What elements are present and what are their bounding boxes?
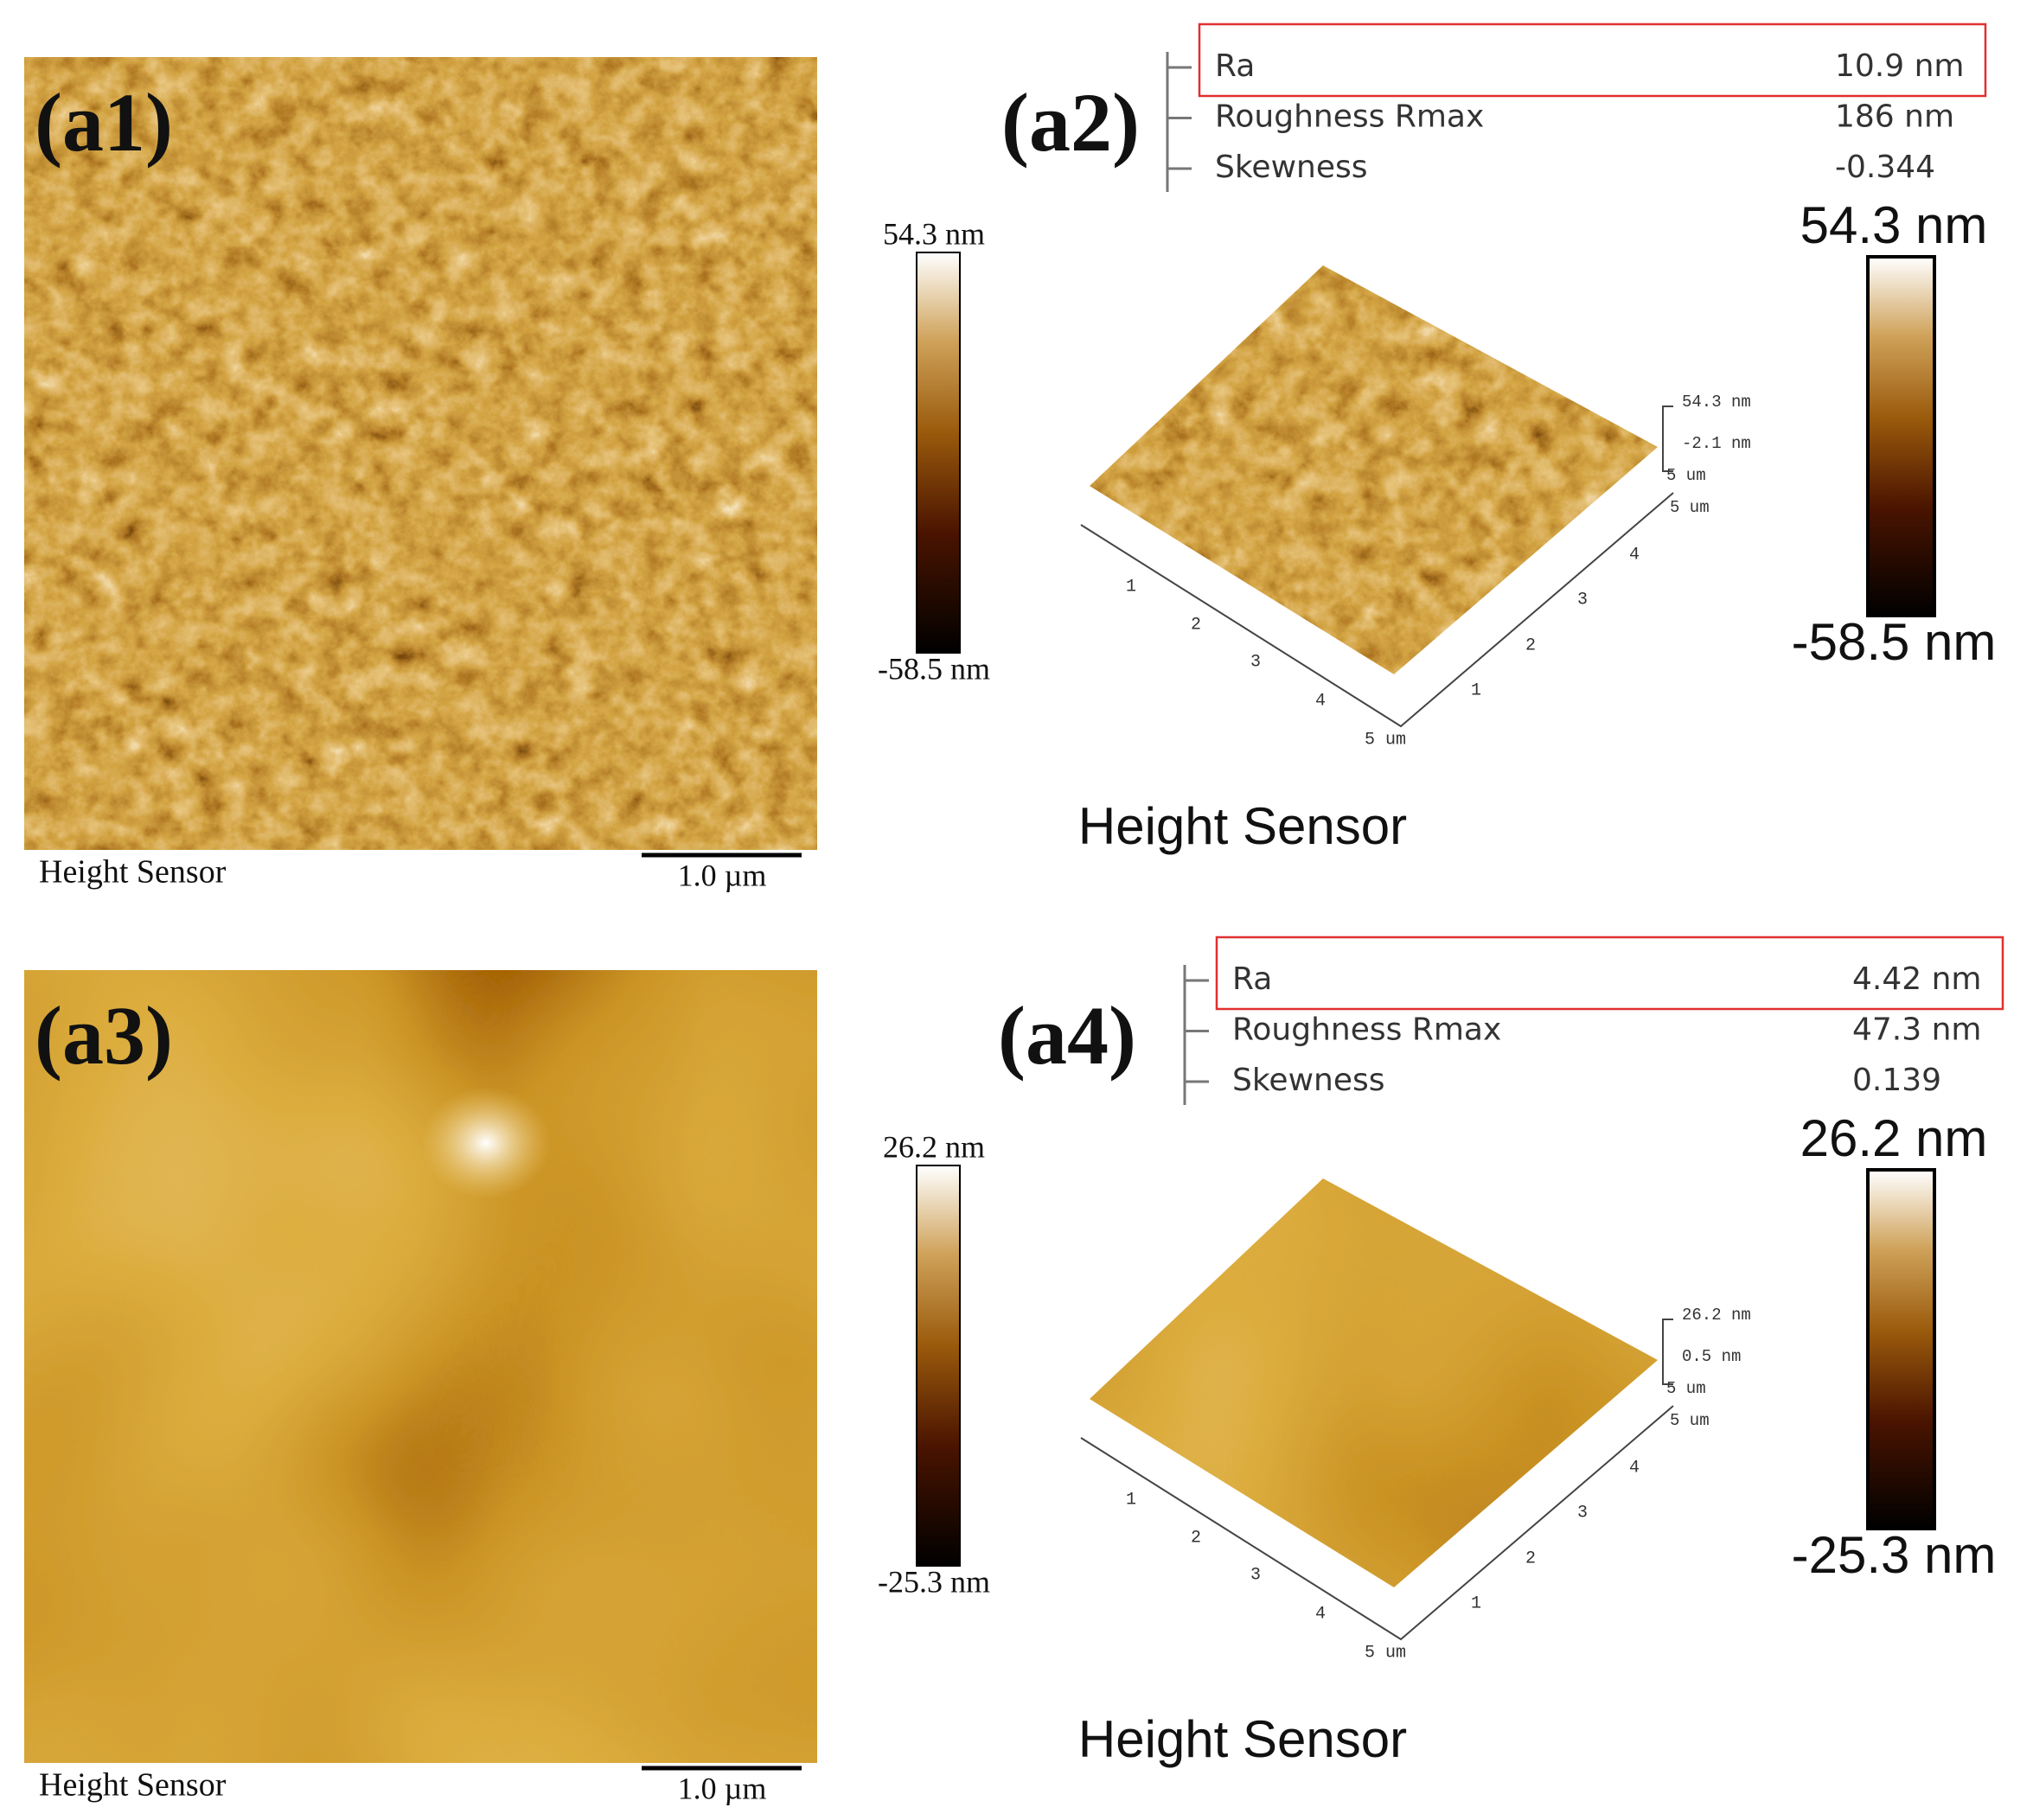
colorbar-min: -25.3 nm (878, 1564, 990, 1599)
stat-value: 4.42 nm (1852, 961, 1981, 997)
colorbar-max: 54.3 nm (1800, 196, 1988, 254)
scale-bar-label: 1.0 µm (678, 1771, 767, 1805)
bright-spot (421, 1087, 551, 1199)
stat-value: 47.3 nm (1852, 1012, 1981, 1048)
x-axis-label: 5 um (1365, 730, 1406, 750)
stat-name: Ra (1215, 48, 1255, 84)
panel-label: (a1) (35, 76, 173, 169)
stat-name: Skewness (1215, 150, 1367, 185)
z-axis-label: 26.2 nm (1682, 1306, 1751, 1325)
y-axis-label: 2 (1525, 1549, 1536, 1568)
stat-value: 186 nm (1835, 99, 1954, 135)
y-axis-label: 3 (1577, 590, 1588, 610)
y-axis-label: 2 (1525, 635, 1536, 655)
x-axis-label: 1 (1126, 1490, 1136, 1510)
stat-name: Skewness (1232, 1063, 1384, 1098)
x-axis-label: 2 (1191, 1528, 1201, 1548)
panel-label: (a4) (998, 989, 1136, 1082)
colorbar-min: -58.5 nm (1792, 613, 1997, 671)
x-axis-label: 3 (1250, 1565, 1261, 1585)
panel-label: (a2) (1001, 76, 1140, 169)
z-axis-label: 5 um (1670, 498, 1710, 517)
y-axis-label: 3 (1577, 1503, 1588, 1523)
colorbar-min: -58.5 nm (878, 651, 990, 686)
x-axis-label: 4 (1315, 1604, 1326, 1624)
afm-image (24, 970, 817, 1763)
highlight-box (1215, 936, 2004, 1011)
stat-value: -0.344 (1835, 150, 1935, 185)
afm-image (24, 57, 817, 850)
z-axis-label: 5 um (1666, 1379, 1706, 1398)
z-axis (1662, 1319, 1673, 1385)
colorbar-max: 26.2 nm (883, 1129, 985, 1164)
surface-3d (1090, 265, 1658, 674)
stat-name: Ra (1232, 961, 1272, 997)
colorbar (916, 252, 961, 654)
panel-label: (a3) (35, 989, 173, 1082)
colorbar-min: -25.3 nm (1792, 1526, 1997, 1584)
x-axis-label: 4 (1315, 691, 1326, 711)
caption: Height Sensor (39, 854, 227, 891)
z-axis-label: 54.3 nm (1682, 393, 1751, 412)
colorbar-max: 54.3 nm (883, 216, 985, 251)
colorbar-max: 26.2 nm (1800, 1109, 1988, 1167)
axis-3d (1080, 492, 1674, 728)
colorbar (1866, 255, 1936, 617)
y-axis-label: 4 (1629, 1458, 1640, 1478)
caption: Height Sensor (39, 1767, 227, 1804)
stat-name: Roughness Rmax (1215, 99, 1484, 135)
z-axis (1662, 406, 1673, 472)
stat-name: Roughness Rmax (1232, 1012, 1501, 1048)
highlight-box (1198, 22, 1987, 98)
x-axis-label: 2 (1191, 615, 1201, 635)
caption: Height Sensor (1078, 797, 1407, 855)
colorbar (916, 1165, 961, 1567)
z-axis-label: -2.1 nm (1682, 434, 1751, 453)
scale-bar-label: 1.0 µm (678, 858, 767, 892)
y-axis-label: 4 (1629, 545, 1640, 565)
x-axis-label: 3 (1250, 652, 1261, 672)
axis-3d (1080, 1405, 1674, 1641)
stat-value: 0.139 (1852, 1063, 1941, 1098)
z-axis-label: 5 um (1666, 466, 1706, 485)
x-axis-label: 1 (1126, 577, 1136, 597)
y-axis-label: 1 (1471, 680, 1481, 700)
surface-3d (1090, 1178, 1658, 1587)
stat-value: 10.9 nm (1835, 48, 1964, 84)
z-axis-label: 0.5 nm (1682, 1347, 1741, 1366)
z-axis-label: 5 um (1670, 1411, 1710, 1430)
colorbar (1866, 1168, 1936, 1530)
caption: Height Sensor (1078, 1710, 1407, 1768)
y-axis-label: 1 (1471, 1593, 1481, 1613)
x-axis-label: 5 um (1365, 1643, 1406, 1663)
